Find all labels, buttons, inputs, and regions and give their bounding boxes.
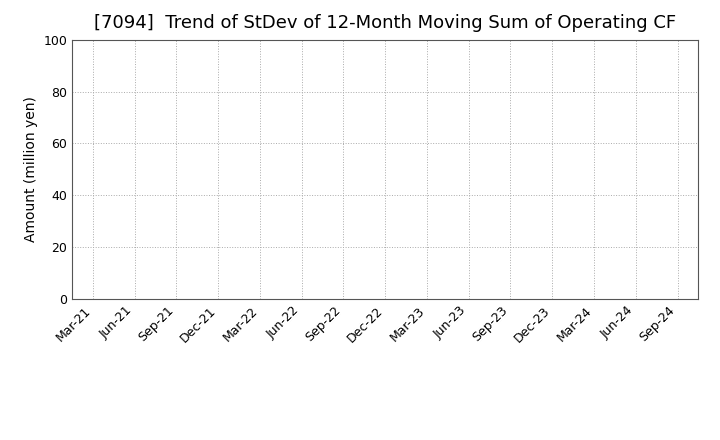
Y-axis label: Amount (million yen): Amount (million yen) [24, 96, 37, 242]
Title: [7094]  Trend of StDev of 12-Month Moving Sum of Operating CF: [7094] Trend of StDev of 12-Month Moving… [94, 15, 676, 33]
